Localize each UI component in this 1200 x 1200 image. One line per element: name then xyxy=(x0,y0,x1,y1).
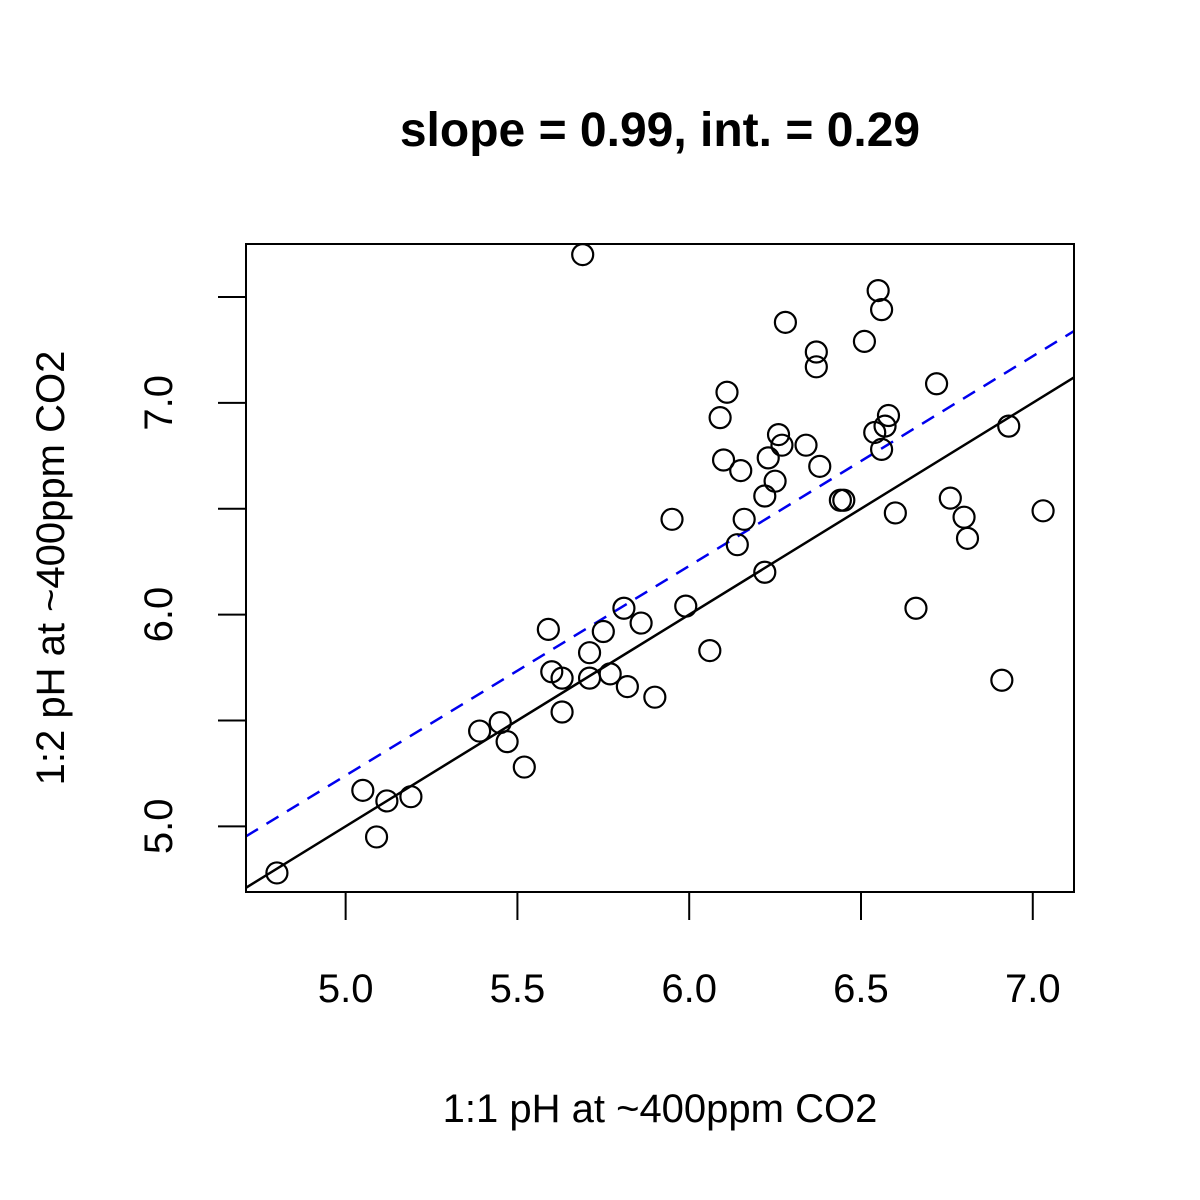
x-axis-label: 1:1 pH at ~400ppm CO2 xyxy=(443,1087,878,1131)
data-point xyxy=(832,488,856,512)
data-point xyxy=(643,685,667,709)
data-point xyxy=(766,422,791,447)
x-axis: 5.0 5.5 6.0 6.5 7.0 xyxy=(318,892,1061,1011)
x-tick-label: 7.0 xyxy=(1005,967,1061,1011)
plot-frame xyxy=(245,243,1075,893)
data-point xyxy=(904,596,928,620)
data-point xyxy=(794,433,818,457)
data-point xyxy=(375,789,399,813)
data-point xyxy=(550,666,574,690)
data-point xyxy=(536,617,560,642)
data-point xyxy=(265,861,289,885)
chart-title: slope = 0.99, int. = 0.29 xyxy=(400,104,920,157)
x-tick-label: 5.0 xyxy=(318,967,374,1011)
data-point xyxy=(866,278,890,303)
data-point xyxy=(756,446,780,470)
data-point xyxy=(808,454,832,478)
data-point xyxy=(577,641,602,665)
data-point xyxy=(629,611,653,635)
data-point xyxy=(997,414,1021,438)
data-point xyxy=(873,414,897,438)
data-point xyxy=(598,662,622,686)
data-point xyxy=(852,329,877,354)
data-point xyxy=(753,484,777,508)
data-point xyxy=(550,700,574,724)
data-point xyxy=(615,674,639,699)
data-point xyxy=(729,458,753,483)
data-point xyxy=(577,666,602,690)
data-point xyxy=(711,448,736,472)
y-tick-label: 5.0 xyxy=(137,799,181,855)
data-point xyxy=(698,638,722,663)
x-tick-label: 5.5 xyxy=(490,967,546,1011)
data-point xyxy=(938,486,962,510)
data-point xyxy=(952,505,976,529)
data-point xyxy=(715,380,739,404)
data-point xyxy=(883,501,907,525)
data-point xyxy=(753,560,777,584)
data-point xyxy=(512,755,536,779)
data-point xyxy=(725,533,749,557)
x-tick-label: 6.0 xyxy=(661,967,717,1011)
fit-line xyxy=(246,330,1074,838)
data-points xyxy=(265,242,1055,885)
data-point xyxy=(591,619,615,644)
data-point xyxy=(732,507,756,531)
data-point xyxy=(364,825,389,849)
data-point xyxy=(770,433,794,457)
data-point xyxy=(990,668,1014,692)
x-tick-label: 6.5 xyxy=(833,967,889,1011)
y-tick-label: 6.0 xyxy=(137,587,181,643)
data-point xyxy=(351,778,375,802)
data-point xyxy=(1031,499,1055,523)
data-point xyxy=(924,372,949,396)
data-point xyxy=(468,719,492,743)
data-point xyxy=(399,785,423,809)
data-point xyxy=(660,507,684,531)
data-point xyxy=(804,340,828,364)
one-to-one-line xyxy=(246,376,1074,889)
y-axis-label: 1:2 pH at ~400ppm CO2 xyxy=(29,351,73,786)
data-point xyxy=(495,730,519,754)
data-point xyxy=(804,355,828,379)
data-point xyxy=(876,403,901,428)
data-point xyxy=(708,406,732,430)
data-point xyxy=(773,310,798,334)
data-point xyxy=(763,469,787,493)
y-tick-label: 7.0 xyxy=(137,375,181,431)
y-axis: 5.0 6.0 7.0 xyxy=(137,295,246,855)
data-point xyxy=(571,242,595,267)
reference-lines xyxy=(246,330,1074,889)
data-point xyxy=(870,437,894,462)
data-point xyxy=(870,298,894,322)
data-point xyxy=(674,594,698,618)
data-point xyxy=(955,526,980,550)
data-point xyxy=(612,596,636,620)
